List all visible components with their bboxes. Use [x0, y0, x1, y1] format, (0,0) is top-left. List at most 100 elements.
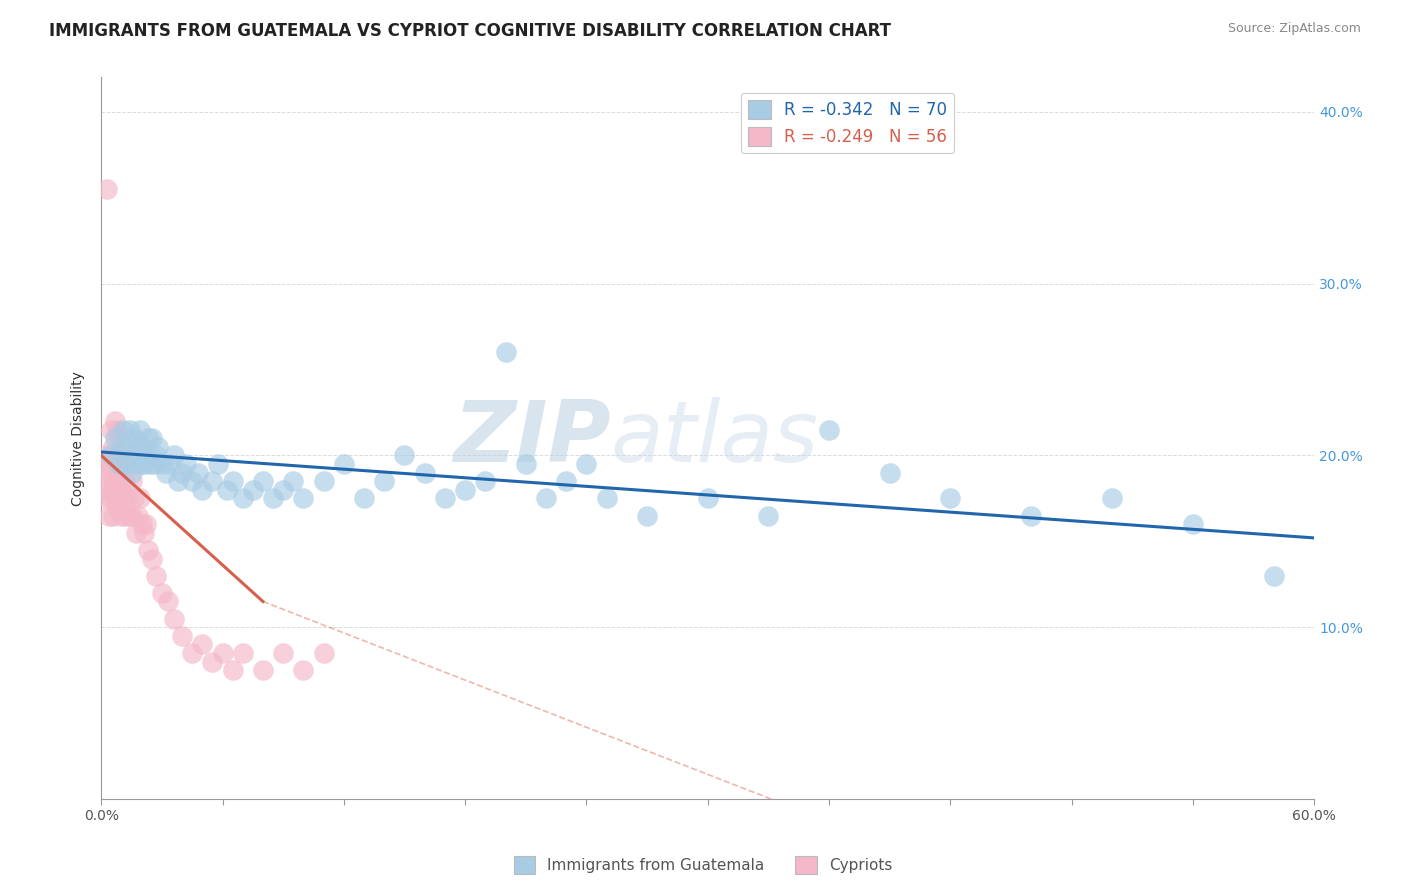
Point: [103, 474, 125, 488]
Point: [141, 551, 163, 566]
Point: [413, 466, 436, 480]
Point: [114, 474, 136, 488]
Point: [114, 457, 136, 471]
Point: [98, 483, 121, 497]
Point: [91, 457, 114, 471]
Point: [221, 474, 243, 488]
Point: [94, 449, 117, 463]
Point: [104, 449, 127, 463]
Point: [312, 474, 335, 488]
Point: [636, 508, 658, 523]
Point: [146, 440, 169, 454]
Point: [117, 491, 139, 506]
Point: [121, 474, 143, 488]
Point: [110, 508, 132, 523]
Point: [232, 646, 254, 660]
Point: [100, 449, 122, 463]
Point: [110, 449, 132, 463]
Point: [118, 508, 141, 523]
Point: [262, 491, 284, 506]
Legend: R = -0.342   N = 70, R = -0.249   N = 56: R = -0.342 N = 70, R = -0.249 N = 56: [741, 93, 955, 153]
Point: [121, 449, 143, 463]
Point: [353, 491, 375, 506]
Point: [112, 423, 135, 437]
Point: [170, 629, 193, 643]
Point: [191, 637, 214, 651]
Point: [155, 466, 177, 480]
Point: [495, 345, 517, 359]
Point: [145, 449, 167, 463]
Point: [141, 431, 163, 445]
Point: [312, 646, 335, 660]
Point: [118, 423, 141, 437]
Point: [103, 440, 125, 454]
Point: [575, 457, 598, 471]
Point: [1263, 568, 1285, 582]
Point: [132, 525, 155, 540]
Point: [170, 466, 193, 480]
Point: [103, 508, 125, 523]
Point: [474, 474, 496, 488]
Text: IMMIGRANTS FROM GUATEMALA VS CYPRIOT COGNITIVE DISABILITY CORRELATION CHART: IMMIGRANTS FROM GUATEMALA VS CYPRIOT COG…: [49, 22, 891, 40]
Point: [138, 457, 160, 471]
Point: [136, 431, 159, 445]
Point: [163, 612, 186, 626]
Point: [124, 525, 146, 540]
Point: [122, 431, 145, 445]
Point: [100, 423, 122, 437]
Point: [96, 182, 118, 196]
Point: [131, 457, 153, 471]
Y-axis label: Cognitive Disability: Cognitive Disability: [72, 371, 86, 506]
Point: [201, 655, 224, 669]
Point: [394, 449, 416, 463]
Text: atlas: atlas: [610, 397, 818, 480]
Point: [127, 440, 149, 454]
Point: [128, 491, 150, 506]
Point: [132, 457, 155, 471]
Point: [112, 457, 135, 471]
Point: [1019, 508, 1042, 523]
Point: [191, 483, 214, 497]
Point: [879, 466, 901, 480]
Point: [114, 508, 136, 523]
Point: [292, 663, 315, 677]
Point: [105, 457, 128, 471]
Point: [108, 474, 131, 488]
Point: [104, 491, 127, 506]
Point: [271, 483, 294, 497]
Point: [112, 491, 135, 506]
Point: [333, 457, 356, 471]
Point: [98, 508, 121, 523]
Point: [124, 457, 146, 471]
Point: [110, 440, 132, 454]
Point: [104, 431, 127, 445]
Point: [117, 440, 139, 454]
Point: [939, 491, 962, 506]
Point: [232, 491, 254, 506]
Point: [454, 483, 477, 497]
Point: [105, 500, 128, 514]
Point: [818, 423, 841, 437]
Point: [135, 449, 157, 463]
Point: [433, 491, 456, 506]
Point: [131, 440, 153, 454]
Point: [1181, 517, 1204, 532]
Point: [131, 517, 153, 532]
Point: [187, 466, 209, 480]
Point: [110, 483, 132, 497]
Point: [181, 474, 204, 488]
Point: [163, 449, 186, 463]
Point: [156, 594, 179, 608]
Point: [211, 646, 233, 660]
Text: Source: ZipAtlas.com: Source: ZipAtlas.com: [1227, 22, 1361, 36]
Point: [515, 457, 537, 471]
Legend: Immigrants from Guatemala, Cypriots: Immigrants from Guatemala, Cypriots: [508, 850, 898, 880]
Point: [108, 431, 131, 445]
Point: [135, 517, 157, 532]
Point: [142, 457, 165, 471]
Point: [1101, 491, 1123, 506]
Point: [373, 474, 395, 488]
Point: [221, 663, 243, 677]
Point: [105, 423, 128, 437]
Point: [127, 508, 149, 523]
